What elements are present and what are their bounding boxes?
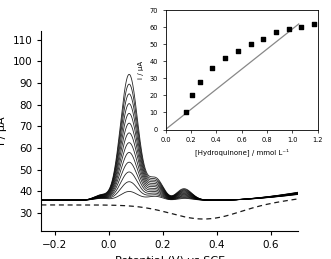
Point [260, 37, 266, 41]
Point [210, 66, 215, 70]
Point [248, 42, 253, 46]
Y-axis label: i / μA: i / μA [0, 117, 7, 145]
Point [235, 49, 240, 53]
X-axis label: [Hydroquinone] / mmol L⁻¹: [Hydroquinone] / mmol L⁻¹ [195, 149, 289, 156]
X-axis label: Potential (V) vs SCE: Potential (V) vs SCE [115, 255, 225, 259]
Point [273, 30, 279, 34]
Point [222, 56, 228, 60]
Point [189, 93, 195, 98]
Point [311, 22, 316, 26]
Point [183, 110, 188, 114]
Point [197, 80, 203, 84]
Point [286, 27, 291, 31]
Y-axis label: i / μA: i / μA [138, 61, 144, 79]
Point [299, 25, 304, 30]
